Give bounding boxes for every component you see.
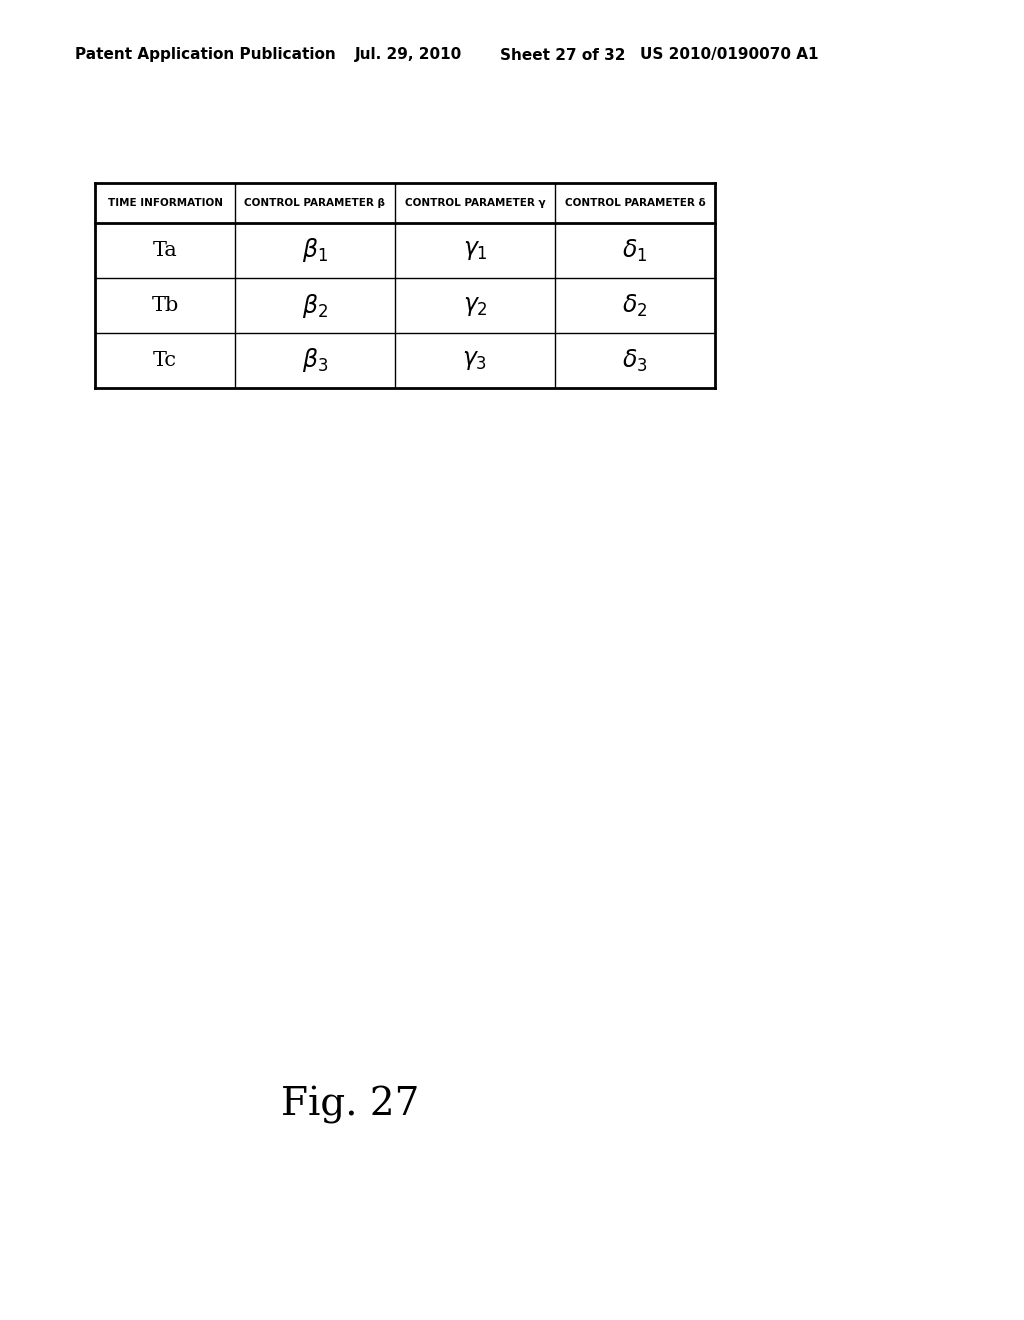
Text: Patent Application Publication: Patent Application Publication: [75, 48, 336, 62]
Text: CONTROL PARAMETER δ: CONTROL PARAMETER δ: [564, 198, 706, 209]
Text: $\delta_{2}$: $\delta_{2}$: [623, 293, 647, 318]
Text: $\beta_{3}$: $\beta_{3}$: [302, 346, 328, 375]
Text: Jul. 29, 2010: Jul. 29, 2010: [355, 48, 462, 62]
Text: Tb: Tb: [152, 296, 178, 315]
Text: $\delta_{1}$: $\delta_{1}$: [623, 238, 647, 264]
Text: $\beta_{1}$: $\beta_{1}$: [302, 236, 328, 264]
Text: Ta: Ta: [153, 242, 177, 260]
Text: Sheet 27 of 32: Sheet 27 of 32: [500, 48, 626, 62]
Text: $\delta_{3}$: $\delta_{3}$: [623, 347, 648, 374]
Text: CONTROL PARAMETER β: CONTROL PARAMETER β: [245, 198, 385, 209]
Text: $\gamma_{2}$: $\gamma_{2}$: [463, 293, 487, 318]
Text: Fig. 27: Fig. 27: [281, 1086, 419, 1125]
Text: $\gamma_{1}$: $\gamma_{1}$: [463, 239, 487, 263]
Text: $\gamma_{3}$: $\gamma_{3}$: [463, 348, 487, 372]
Text: Tc: Tc: [153, 351, 177, 370]
Text: $\beta_{2}$: $\beta_{2}$: [302, 292, 328, 319]
Text: TIME INFORMATION: TIME INFORMATION: [108, 198, 222, 209]
Text: CONTROL PARAMETER γ: CONTROL PARAMETER γ: [404, 198, 546, 209]
Text: US 2010/0190070 A1: US 2010/0190070 A1: [640, 48, 818, 62]
